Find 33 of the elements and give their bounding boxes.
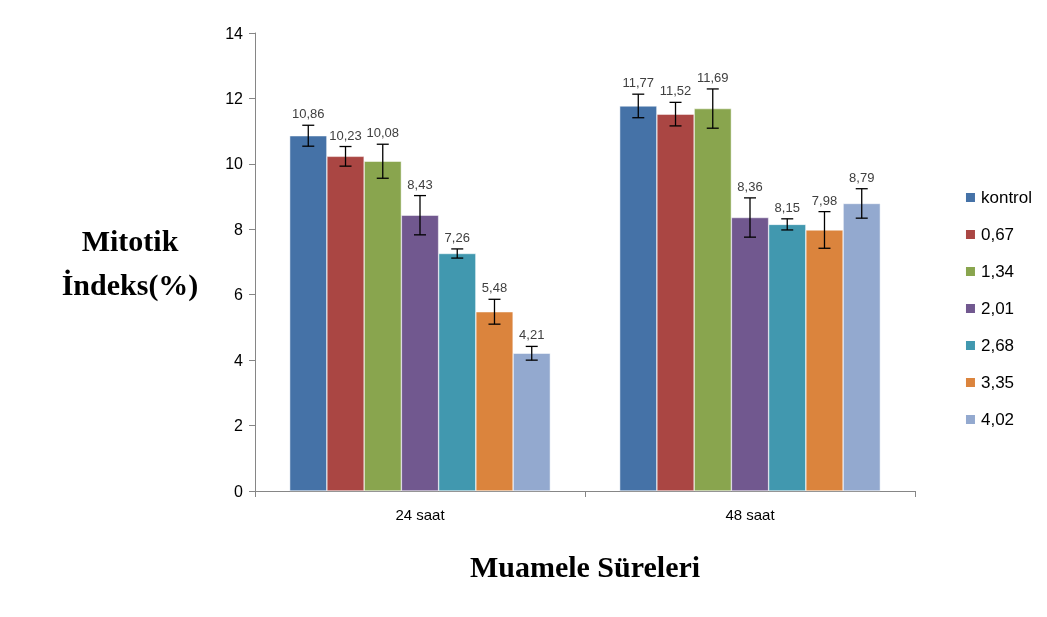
y-tick-label: 10 (225, 155, 244, 173)
y-tick-label: 12 (225, 89, 244, 107)
y-tick-label: 4 (234, 351, 244, 369)
legend-label: 1,34 (980, 262, 1015, 281)
data-label: 7,98 (811, 192, 838, 208)
data-label: 8,79 (849, 169, 875, 185)
data-label: 11,52 (659, 83, 692, 99)
legend-label: 2,01 (980, 299, 1015, 318)
data-label: 11,69 (696, 69, 729, 85)
legend-label: 3,35 (980, 373, 1015, 392)
data-label: 10,23 (329, 127, 362, 143)
y-tick-label: 2 (234, 417, 244, 435)
legend-label: 2,68 (980, 336, 1015, 355)
y-tick-label: 8 (234, 220, 244, 238)
x-tick-label: 48 saat (725, 506, 776, 523)
x-axis-title: Muamele Süreleri (469, 549, 701, 583)
y-axis-title: Mitotik İndeks(%) (61, 223, 199, 302)
data-label: 7,26 (444, 229, 470, 245)
y-tick-label: 6 (234, 286, 244, 304)
y-tick-label: 14 (225, 24, 244, 42)
x-tick-label: 24 saat (395, 506, 446, 523)
data-label: 4,21 (519, 327, 545, 343)
legend-label: 4,02 (980, 410, 1015, 429)
data-label: 11,77 (622, 75, 655, 91)
data-label: 8,15 (774, 199, 800, 215)
legend-label: 0,67 (980, 225, 1015, 244)
data-label: 8,36 (737, 178, 763, 194)
data-label: 10,86 (292, 106, 325, 122)
data-label: 5,48 (481, 280, 508, 296)
data-label: 10,08 (366, 125, 400, 141)
y-tick-label: 0 (234, 482, 244, 500)
data-label: 8,43 (407, 176, 433, 192)
legend-label: kontrol (980, 188, 1033, 207)
